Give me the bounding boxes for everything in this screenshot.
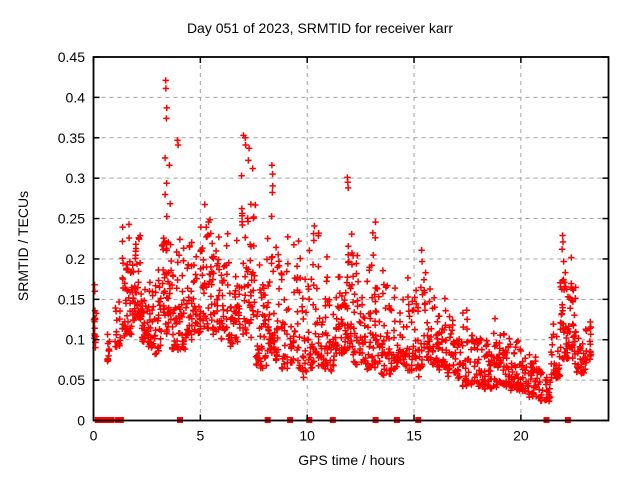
y-tick-label: 0.45 <box>58 49 85 65</box>
x-tick-label: 10 <box>299 428 315 444</box>
y-tick-label: 0.15 <box>58 291 85 307</box>
y-axis-label: SRMTID / TECUs <box>15 190 31 302</box>
x-tick-label: 0 <box>90 428 98 444</box>
y-tick-label: 0.2 <box>66 251 86 267</box>
y-tick-label: 0.25 <box>58 211 85 227</box>
y-tick-label: 0.1 <box>66 332 86 348</box>
y-tick-label: 0.4 <box>66 89 86 105</box>
chart-title: Day 051 of 2023, SRMTID for receiver kar… <box>186 20 454 36</box>
y-tick-label: 0.05 <box>58 372 85 388</box>
tick-labels: 0 0.05 0.1 0.15 0.2 0.25 0.3 0.35 0.4 0.45 0 5 10 15 2… <box>58 49 529 444</box>
x-tick-label: 20 <box>513 428 529 444</box>
axis-border <box>92 56 610 422</box>
y-tick-label: 0.3 <box>66 170 86 186</box>
x-axis-label: GPS time / hours <box>298 452 405 468</box>
y-tick-label: 0.35 <box>58 130 85 146</box>
data-points <box>90 77 595 405</box>
tick-marks <box>92 56 609 422</box>
x-tick-label: 15 <box>406 428 422 444</box>
x-tick-label: 5 <box>196 428 204 444</box>
y-tick-label: 0 <box>77 413 85 429</box>
